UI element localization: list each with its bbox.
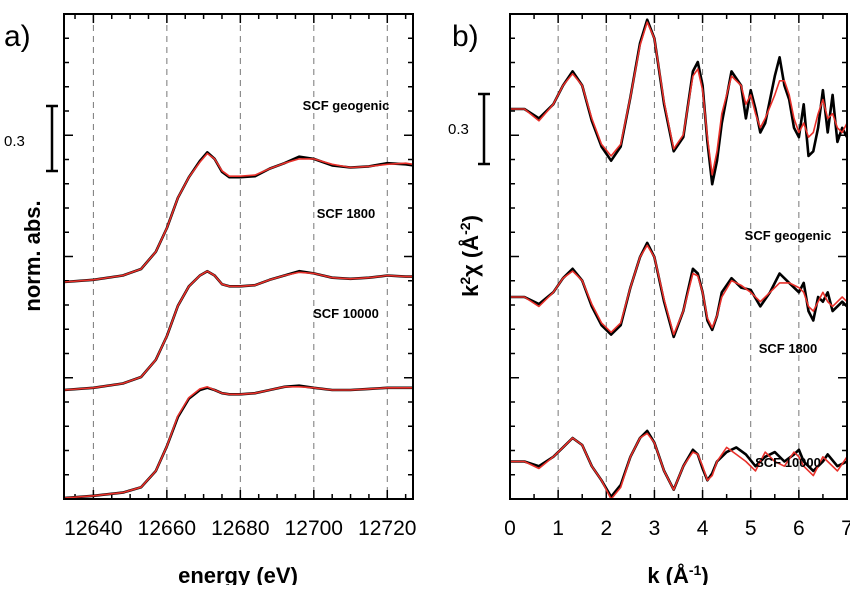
panel-b-scale-label: 0.3: [448, 121, 469, 138]
x-tick-label: 4: [697, 517, 709, 540]
panel-b-frame: [509, 13, 848, 500]
panel-a-scale-label: 0.3: [4, 133, 25, 150]
panel-b-sample-labels: SCF geogenic SCF 1800 SCF 10000: [745, 228, 832, 470]
x-tick-label: 12660: [138, 517, 196, 540]
fit-curve: [510, 432, 848, 500]
x-tick-label: 3: [649, 517, 661, 540]
x-tick-label: 1: [552, 517, 564, 540]
fit-curve: [510, 21, 848, 176]
panel-a-curves: [63, 151, 414, 500]
sample-label: SCF 10000: [755, 455, 821, 470]
panel-a-letter: a): [4, 20, 31, 53]
panel-a-y-axis-title: norm. abs.: [20, 200, 45, 311]
x-tick-label: 0: [504, 517, 516, 540]
data-curve: [510, 18, 849, 186]
panel-a-x-tick-labels: 12640 12660 12680 12700 12720: [64, 517, 416, 540]
fit-curve: [63, 152, 414, 283]
panel-b-x-axis-title: k (Å-1): [647, 562, 708, 585]
panel-a-frame: [63, 13, 414, 500]
sample-label: SCF 1800: [317, 206, 376, 221]
panel-b-curves: [510, 18, 849, 500]
x-tick-label: 5: [745, 517, 757, 540]
x-tick-label: 12680: [211, 517, 269, 540]
x-tick-label: 7: [841, 517, 850, 540]
panel-b-letter: b): [452, 20, 479, 53]
sample-label: SCF geogenic: [303, 98, 390, 113]
x-tick-label: 12720: [358, 517, 416, 540]
panel-a-ticks: [64, 14, 413, 499]
x-tick-label: 12640: [64, 517, 122, 540]
panel-a: a) 12640 12660 12680 12700 12720 energy (eV)…: [4, 13, 416, 588]
sample-label: SCF 10000: [313, 306, 379, 321]
x-tick-label: 2: [600, 517, 612, 540]
x-tick-label: 12700: [285, 517, 343, 540]
fit-curve: [63, 386, 413, 499]
fit-curve: [510, 244, 848, 336]
panel-a-x-axis-title: energy (eV): [178, 563, 298, 585]
sample-label: SCF 1800: [759, 341, 818, 356]
panel-b-x-tick-labels: 0 1 2 3 4 5 6 7: [504, 517, 850, 540]
sample-label: SCF geogenic: [745, 228, 832, 243]
fit-curve: [63, 270, 413, 391]
panel-b-grid: [557, 14, 800, 499]
panel-b-ticks: [509, 14, 848, 499]
data-curve: [63, 269, 413, 392]
panel-a-sample-labels: SCF geogenic SCF 1800 SCF 10000: [303, 98, 390, 321]
panel-a-grid: [92, 14, 388, 499]
data-curve: [510, 241, 848, 339]
panel-b-y-axis-title: k2χ (Å-2): [457, 215, 483, 297]
x-tick-label: 6: [793, 517, 805, 540]
panel-b: b) 0 1 2 3 4 5 6 7 k (Å-1) k2χ (Å-2) 0.3 SCF ge…: [448, 13, 850, 588]
data-curve: [63, 384, 413, 500]
